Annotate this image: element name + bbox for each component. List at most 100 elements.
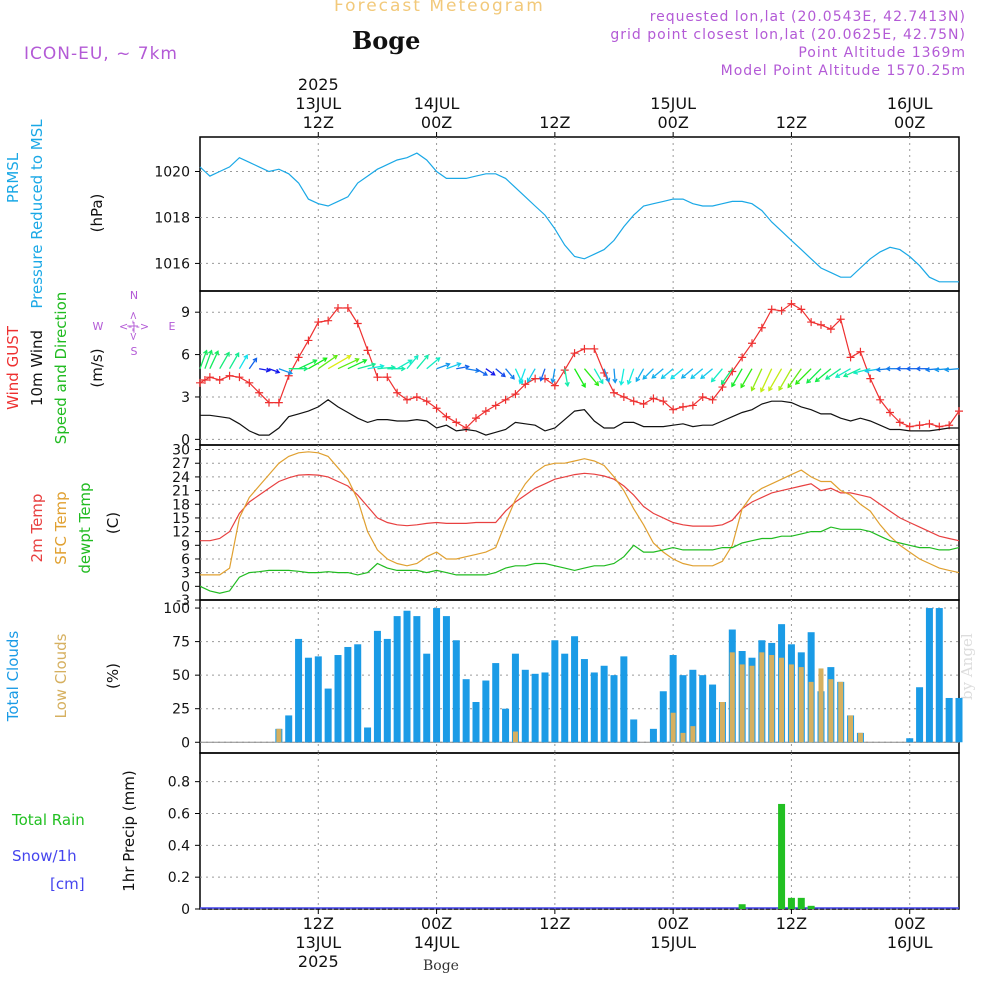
sfc-temp-line (200, 451, 960, 576)
wind-arrow (248, 358, 258, 370)
wind-gust-marker (205, 373, 214, 382)
clouds-ytick-label: 50 (172, 668, 190, 684)
wind-gust-marker (200, 376, 209, 385)
precipitation-ytick-label: 0.8 (168, 775, 190, 791)
temperature-ytick-label: 21 (172, 484, 190, 500)
temperature-legend-sfc-temp: SFC Temp (52, 491, 70, 564)
wind-gust-marker (856, 347, 865, 356)
footer-location: Boge (423, 958, 459, 974)
top-time-label: 15JUL (650, 94, 696, 113)
wind-arrow (495, 368, 506, 377)
wind-gust-marker (886, 408, 894, 417)
total-clouds-bar (590, 672, 598, 743)
prmsl-line (199, 152, 959, 283)
pressure-frame (199, 136, 960, 292)
total-clouds-bar (403, 610, 411, 743)
forecast-title: Forecast Meteogram (334, 0, 545, 16)
low-clouds-bar (690, 726, 696, 743)
temperature-ytick-label: 27 (172, 456, 190, 472)
total-clouds-bar (364, 727, 372, 743)
clouds-ytick-label: 25 (172, 702, 190, 718)
wind-arrow-head (700, 374, 706, 380)
wind-arrow-head (234, 352, 240, 358)
top-time-label: 14JUL (414, 94, 460, 113)
wind-arrow-head (594, 381, 600, 387)
total-clouds-bar (393, 616, 401, 743)
wind-arrow-head (875, 366, 881, 373)
total-clouds-bar (945, 697, 953, 743)
pressure-ytick-label: 1016 (154, 256, 190, 272)
wind-arrow-head (564, 381, 570, 388)
wind-gust-marker (846, 353, 855, 362)
wind-arrow-head (915, 366, 921, 372)
total-clouds-bar (492, 663, 500, 743)
wind-gust-marker (225, 371, 234, 380)
wind-arrow (825, 368, 842, 380)
wind-arrow (751, 368, 763, 391)
total-clouds-bar (669, 655, 677, 743)
low-clouds-bar (719, 702, 725, 743)
wind-arrow-head (332, 354, 338, 360)
wind-gust-marker (432, 404, 441, 413)
total-clouds-bar (344, 646, 352, 743)
wind-arrow (278, 368, 293, 375)
total-clouds-bar (413, 616, 421, 743)
total-rain-bar (738, 904, 746, 909)
wind-arrow-head (806, 378, 812, 384)
wind-arrow-head (651, 373, 657, 379)
clouds-frame (199, 599, 960, 754)
wind-arrow (593, 368, 604, 384)
wind-arrow-head (642, 374, 648, 380)
wind-gust-marker (708, 395, 717, 404)
wind-gust-marker (324, 316, 333, 325)
low-clouds-bar (788, 664, 794, 743)
wind-arrow-head (842, 372, 849, 378)
wind-arrow-head (905, 366, 911, 372)
precipitation-panel: 0 0.2 0.4 0.6 0.8 Total Rain Snow/1h [cm] 1hr Pr… (11, 752, 960, 918)
low-clouds-bar (808, 681, 814, 743)
wind-arrow-head (482, 371, 489, 376)
wind-arrow (337, 358, 359, 370)
wind-arrow-head (619, 380, 625, 386)
wind-arrow-head (346, 355, 352, 360)
wind-gust-marker (570, 349, 579, 358)
wind-arrow (527, 368, 536, 383)
wind-gust-marker (659, 397, 668, 406)
wind-arrow (268, 368, 280, 374)
wind-ytick-label: 9 (181, 305, 190, 321)
wind-arrow-head (670, 374, 676, 380)
wind-arrow (564, 368, 569, 386)
wind-arrow (475, 368, 488, 376)
top-time-label: 12Z (776, 113, 807, 132)
wind-arrow (505, 368, 515, 380)
wind-legend-10m-wind: 10m Wind (28, 330, 46, 406)
wind-arrow (446, 362, 461, 370)
wind-arrow (199, 350, 208, 369)
wind-arrow-head (275, 368, 281, 374)
wind-gust-marker (334, 303, 342, 312)
temperature-ytick-label: 9 (181, 538, 190, 554)
wind-arrow (456, 365, 469, 370)
wind-gust-marker (698, 392, 707, 401)
total-clouds-bar (679, 675, 687, 743)
wind-gust-marker (422, 397, 431, 406)
wind-arrow-head (885, 366, 891, 372)
wind-gust-marker (393, 388, 402, 397)
wind-arrow (551, 368, 556, 383)
pressure-ytick-label: 1018 (154, 210, 190, 226)
total-clouds-bar (511, 653, 519, 743)
total-clouds-bar (462, 679, 470, 743)
total-clouds-bar (295, 638, 303, 743)
wind-arrow (466, 368, 480, 372)
total-clouds-bar (925, 608, 933, 743)
wind-gust-marker (353, 319, 362, 328)
wind-gust-marker (452, 418, 461, 427)
total-clouds-bar (354, 644, 362, 743)
total-clouds-bar (659, 691, 667, 743)
wind-arrow-head (312, 359, 318, 365)
bottom-time-label: 00Z (894, 914, 925, 933)
top-time-label: 00Z (894, 113, 925, 132)
pressure-legend-pressure-reduced-to-msl: Pressure Reduced to MSL (28, 119, 46, 309)
low-clouds-bar (670, 712, 676, 743)
